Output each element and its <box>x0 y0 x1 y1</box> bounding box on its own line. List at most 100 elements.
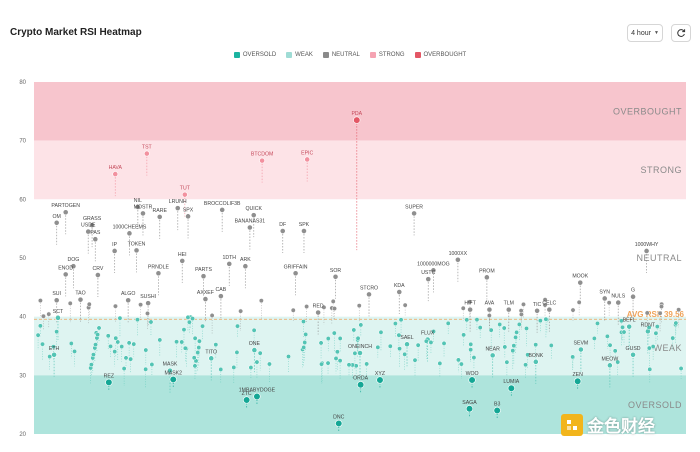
rsi-point-minor[interactable] <box>192 335 198 341</box>
rsi-point-minor[interactable] <box>333 355 339 361</box>
rsi-point-minor[interactable] <box>234 349 240 355</box>
rsi-point[interactable] <box>353 116 361 124</box>
rsi-point-minor[interactable] <box>301 345 307 350</box>
rsi-point-minor[interactable] <box>112 349 118 355</box>
rsi-point[interactable] <box>292 270 299 277</box>
rsi-point-minor[interactable] <box>231 364 237 370</box>
rsi-point[interactable] <box>62 271 69 278</box>
rsi-point-minor[interactable] <box>321 304 327 310</box>
rsi-point[interactable] <box>92 236 99 243</box>
rsi-point-minor[interactable] <box>378 329 384 335</box>
rsi-point-minor[interactable] <box>375 344 381 350</box>
rsi-point[interactable] <box>425 276 432 283</box>
rsi-point-minor[interactable] <box>218 367 224 372</box>
rsi-point-minor[interactable] <box>396 332 402 338</box>
rsi-point[interactable] <box>126 230 133 237</box>
rsi-point[interactable] <box>243 396 251 404</box>
rsi-point[interactable] <box>250 212 257 219</box>
rsi-point-minor[interactable] <box>286 354 291 359</box>
rsi-point-minor[interactable] <box>513 334 519 340</box>
rsi-point-minor[interactable] <box>570 354 576 360</box>
rsi-point-minor[interactable] <box>352 350 358 356</box>
rsi-point-minor[interactable] <box>126 340 132 346</box>
rsi-point-minor[interactable] <box>67 300 73 306</box>
rsi-point[interactable] <box>357 350 363 356</box>
rsi-point-minor[interactable] <box>364 361 370 367</box>
rsi-point-minor[interactable] <box>402 351 408 357</box>
rsi-point-minor[interactable] <box>618 318 624 324</box>
rsi-point-minor[interactable] <box>464 317 470 323</box>
rsi-point-minor[interactable] <box>117 315 123 321</box>
rsi-point-minor[interactable] <box>670 335 676 341</box>
rsi-point-minor[interactable] <box>123 355 129 361</box>
rsi-point-minor[interactable] <box>143 347 149 353</box>
rsi-point[interactable] <box>156 214 163 220</box>
rsi-point[interactable] <box>208 355 215 362</box>
rsi-point[interactable] <box>51 351 57 358</box>
rsi-point-minor[interactable] <box>68 341 74 346</box>
rsi-point-minor[interactable] <box>143 366 149 372</box>
rsi-point-minor[interactable] <box>238 308 244 314</box>
rsi-point[interactable] <box>577 346 584 353</box>
rsi-point-minor[interactable] <box>646 325 652 330</box>
rsi-point-minor[interactable] <box>647 366 653 372</box>
rsi-point[interactable] <box>396 289 403 295</box>
rsi-point-minor[interactable] <box>331 330 337 336</box>
rsi-point-minor[interactable] <box>412 357 418 363</box>
rsi-point[interactable] <box>105 378 113 386</box>
rsi-point-minor[interactable] <box>135 317 140 323</box>
rsi-point-minor[interactable] <box>258 298 264 304</box>
rsi-point-minor[interactable] <box>334 349 340 355</box>
rsi-point-minor[interactable] <box>678 366 684 371</box>
rsi-point-minor[interactable] <box>113 303 118 309</box>
rsi-point-minor[interactable] <box>303 331 309 337</box>
rsi-point-minor[interactable] <box>51 344 56 350</box>
rsi-point-minor[interactable] <box>138 302 144 308</box>
rsi-point-minor[interactable] <box>676 307 682 313</box>
rsi-point-minor[interactable] <box>145 310 150 316</box>
rsi-point-minor[interactable] <box>195 350 201 355</box>
rsi-point-minor[interactable] <box>591 335 597 341</box>
rsi-point[interactable] <box>483 274 490 281</box>
legend-item[interactable]: OVERSOLD <box>233 52 276 58</box>
rsi-point-minor[interactable] <box>523 362 529 368</box>
rsi-point[interactable] <box>301 228 307 234</box>
rsi-point-minor[interactable] <box>387 343 393 349</box>
rsi-point[interactable] <box>62 209 69 216</box>
rsi-point[interactable] <box>253 392 261 401</box>
rsi-point-minor[interactable] <box>654 324 660 330</box>
rsi-point-minor[interactable] <box>131 341 137 347</box>
rsi-point-minor[interactable] <box>474 317 480 323</box>
rsi-point-minor[interactable] <box>620 324 625 330</box>
rsi-point-minor[interactable] <box>644 310 650 316</box>
rsi-point-minor[interactable] <box>415 342 421 348</box>
rsi-point[interactable] <box>143 150 150 157</box>
rsi-point[interactable] <box>89 222 95 229</box>
rsi-point[interactable] <box>315 309 322 316</box>
rsi-point-minor[interactable] <box>37 298 43 304</box>
rsi-point-minor[interactable] <box>504 359 510 365</box>
rsi-point-minor[interactable] <box>455 357 461 363</box>
rsi-point[interactable] <box>630 351 636 358</box>
rsi-point-minor[interactable] <box>186 319 192 325</box>
rsi-point[interactable] <box>94 272 101 278</box>
rsi-point-minor[interactable] <box>304 304 310 309</box>
rsi-point[interactable] <box>404 341 410 348</box>
rsi-point-minor[interactable] <box>548 342 554 348</box>
rsi-point[interactable] <box>111 248 118 254</box>
rsi-point-minor[interactable] <box>248 365 254 370</box>
rsi-point-minor[interactable] <box>72 348 78 354</box>
rsi-point-minor[interactable] <box>428 339 434 345</box>
rsi-point-minor[interactable] <box>595 320 600 326</box>
rsi-point[interactable] <box>179 258 186 264</box>
rsi-point[interactable] <box>226 260 233 267</box>
rsi-point-minor[interactable] <box>524 325 529 331</box>
rsi-point[interactable] <box>601 295 608 302</box>
rsi-point-minor[interactable] <box>525 352 531 358</box>
rsi-point[interactable] <box>626 323 633 330</box>
rsi-point[interactable] <box>125 297 132 304</box>
rsi-point-minor[interactable] <box>511 343 517 349</box>
rsi-point[interactable] <box>145 300 152 307</box>
rsi-point-minor[interactable] <box>108 343 114 349</box>
rsi-point[interactable] <box>532 358 539 365</box>
